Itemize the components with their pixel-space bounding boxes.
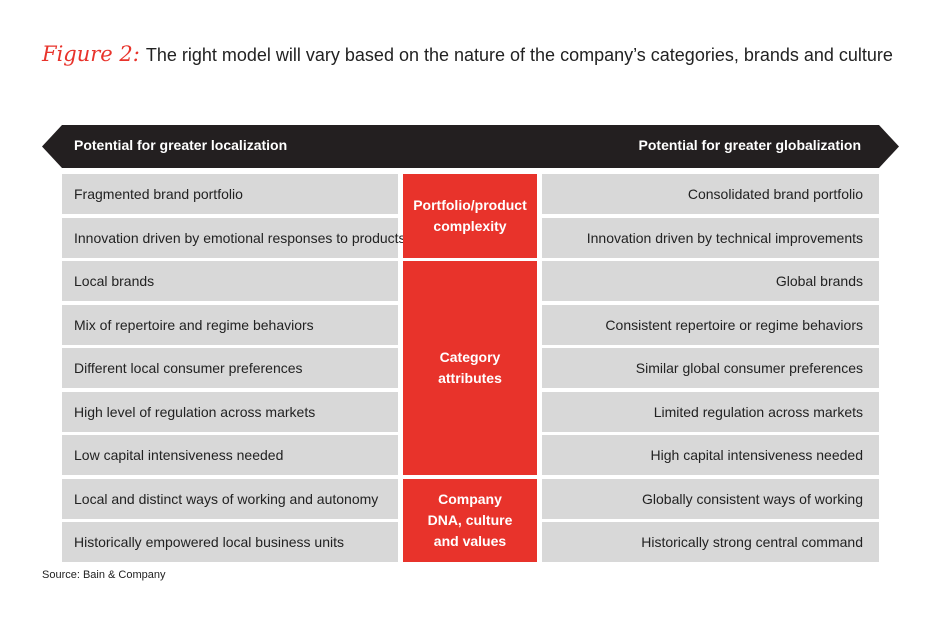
left-row-6: High level of regulation across markets bbox=[62, 392, 398, 432]
right-row-7: High capital intensiveness needed bbox=[542, 435, 879, 475]
group-label-text: Portfolio/product complexity bbox=[413, 197, 527, 234]
figure-title: Figure 2: The right model will vary based… bbox=[42, 42, 893, 66]
right-row-9: Historically strong central command bbox=[542, 522, 879, 562]
right-row-1: Consolidated brand portfolio bbox=[542, 174, 879, 214]
right-row-6: Limited regulation across markets bbox=[542, 392, 879, 432]
right-row-5: Similar global consumer preferences bbox=[542, 348, 879, 388]
arrow-left-label: Potential for greater localization bbox=[74, 137, 288, 153]
left-row-1: Fragmented brand portfolio bbox=[62, 174, 398, 214]
group-label-text: Category attributes bbox=[438, 349, 502, 386]
double-arrow-shape bbox=[42, 125, 899, 168]
right-row-8: Globally consistent ways of working bbox=[542, 479, 879, 519]
group-label-text: Company DNA, culture and values bbox=[427, 491, 513, 549]
group-label-1: Portfolio/product complexity bbox=[403, 174, 537, 258]
right-row-2: Innovation driven by technical improveme… bbox=[542, 218, 879, 258]
right-row-3: Global brands bbox=[542, 261, 879, 301]
left-row-2: Innovation driven by emotional responses… bbox=[62, 218, 406, 258]
arrow-right-label: Potential for greater globalization bbox=[638, 137, 861, 153]
left-row-4: Mix of repertoire and regime behaviors bbox=[62, 305, 398, 345]
group-label-3: Company DNA, culture and values bbox=[403, 479, 537, 562]
left-row-5: Different local consumer preferences bbox=[62, 348, 398, 388]
source-note: Source: Bain & Company bbox=[42, 569, 166, 581]
localization-globalization-arrow: Potential for greater localization Poten… bbox=[42, 125, 899, 168]
group-label-2: Category attributes bbox=[403, 261, 537, 475]
left-row-8: Local and distinct ways of working and a… bbox=[62, 479, 398, 519]
left-row-9: Historically empowered local business un… bbox=[62, 522, 398, 562]
left-row-7: Low capital intensiveness needed bbox=[62, 435, 398, 475]
left-row-3: Local brands bbox=[62, 261, 398, 301]
figure-title-text: The right model will vary based on the n… bbox=[145, 45, 893, 65]
right-row-4: Consistent repertoire or regime behavior… bbox=[542, 305, 879, 345]
figure-label: Figure 2: bbox=[42, 42, 140, 66]
